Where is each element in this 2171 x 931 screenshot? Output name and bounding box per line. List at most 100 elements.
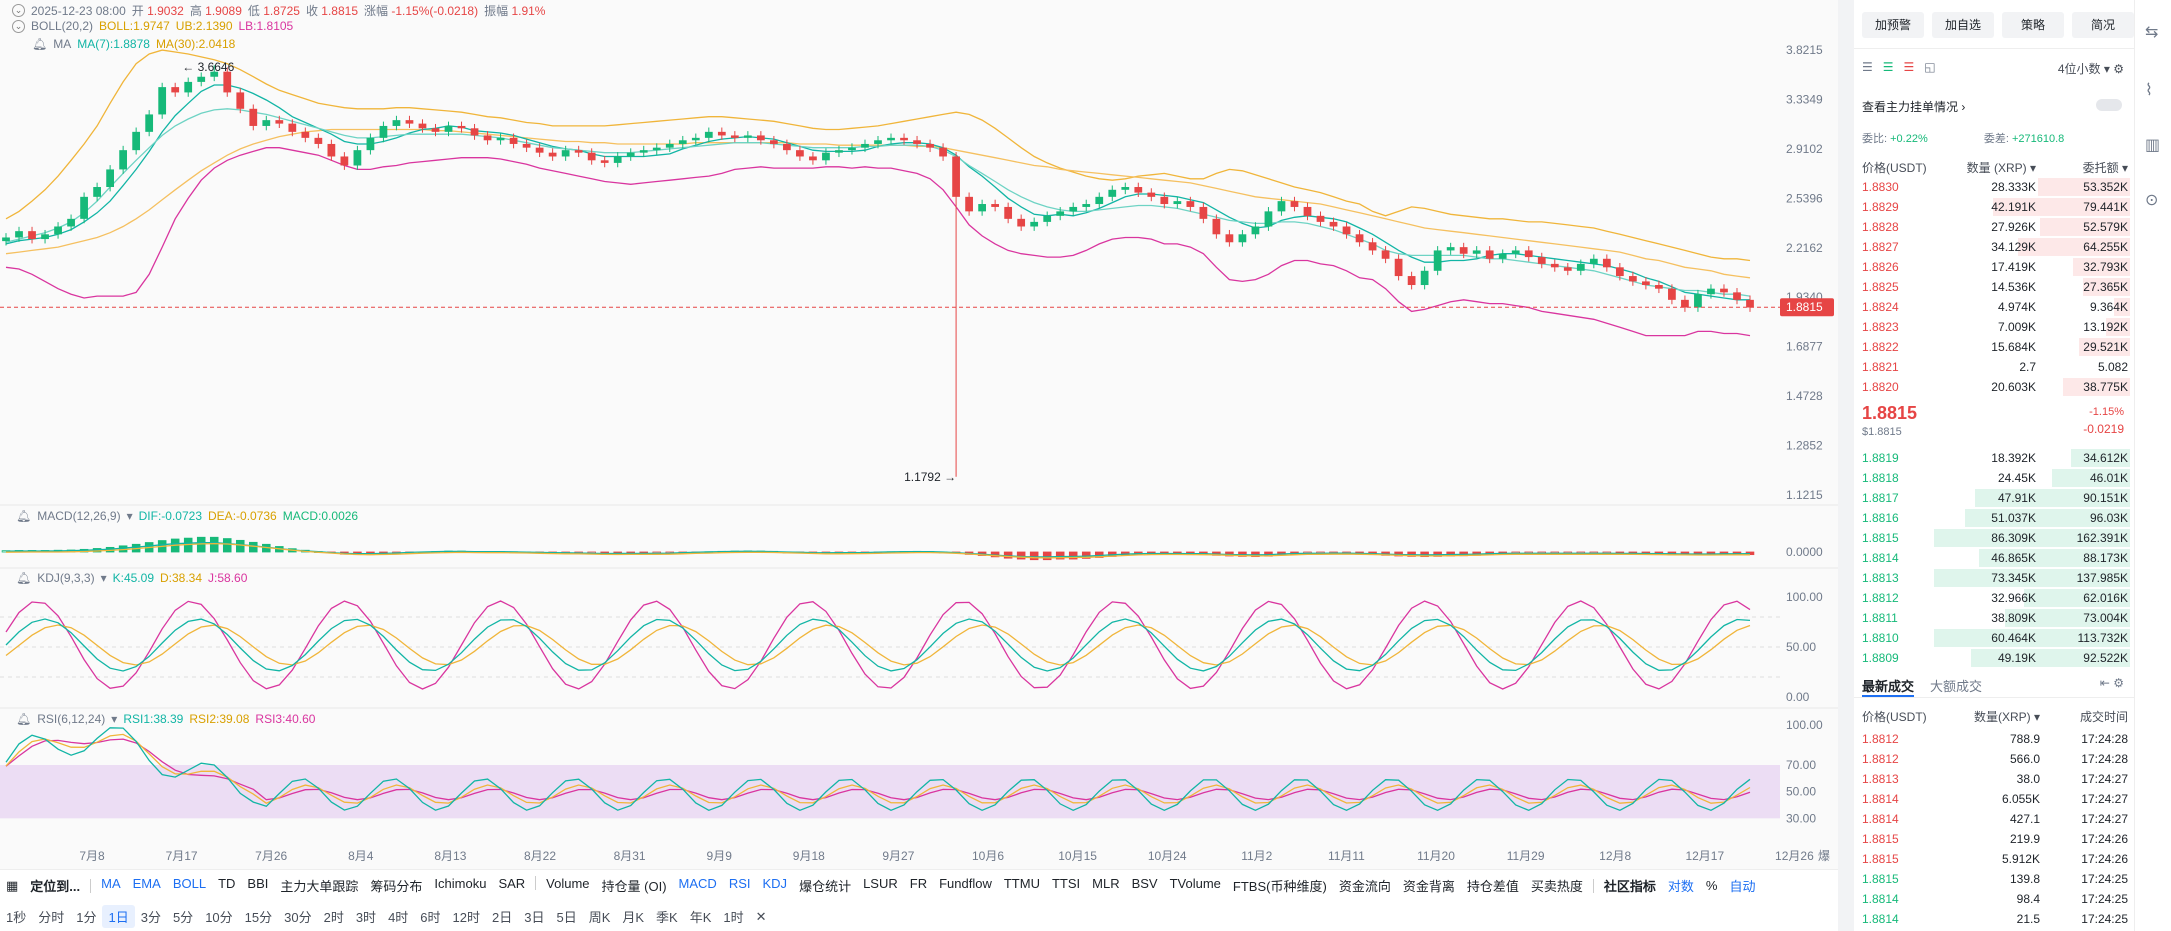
indicator-2[interactable]: BOLL [172, 876, 207, 891]
dropdown-icon[interactable]: ▾ [111, 712, 118, 726]
bids-only-icon[interactable]: ☰ [1882, 60, 1894, 74]
interval-3[interactable]: 1日 [102, 905, 135, 928]
dropdown-icon[interactable]: ▾ [100, 571, 107, 585]
action-button-3[interactable]: 简况 [2072, 12, 2134, 38]
ask-row[interactable]: 1.8828 27.926K 52.579K [1854, 217, 2134, 237]
interval-2[interactable]: 1分 [76, 910, 97, 925]
trade-filter-icons[interactable]: ⇤ ⚙ [2099, 676, 2124, 690]
indicator-6[interactable]: 筹码分布 [370, 879, 423, 894]
indicator-8[interactable]: SAR [498, 876, 526, 891]
depth-title-link[interactable]: 查看主力挂单情况 › [1862, 100, 1966, 114]
indicator-22[interactable]: TVolume [1169, 876, 1221, 891]
depth-toggle[interactable] [2096, 99, 2122, 111]
bell-icon[interactable]: 🔔︎ [32, 37, 48, 51]
sidebar-icon-3[interactable]: ▥ [2145, 137, 2161, 154]
action-button-1[interactable]: 加自选 [1932, 12, 1994, 38]
bell-icon[interactable]: 🔔︎ [16, 712, 32, 726]
indicator-20[interactable]: MLR [1092, 876, 1120, 891]
action-button-0[interactable]: 加预警 [1862, 12, 1924, 38]
interval-10[interactable]: 3时 [355, 910, 377, 925]
interval-4[interactable]: 3分 [140, 910, 161, 925]
indicator-19[interactable]: TTSI [1051, 876, 1081, 891]
trade-tab-0[interactable]: 最新成交 [1862, 676, 1915, 697]
trade-tab-1[interactable]: 大额成交 [1930, 679, 1983, 694]
interval-19[interactable]: 季K [656, 910, 678, 925]
interval-20[interactable]: 年K [689, 910, 712, 925]
trade-col-qty[interactable]: 数量(XRP) ▾ [1973, 710, 2040, 724]
calendar-icon[interactable]: ▦ [6, 877, 19, 893]
sidebar-icon-4[interactable]: ⊙ [2145, 192, 2159, 209]
indicator-21[interactable]: BSV [1131, 876, 1158, 891]
col-total[interactable]: 委托额 ▾ [2082, 161, 2128, 175]
boll-legend[interactable]: ⌄ BOLL(20,2) BOLL:1.9747 UB:2.1390 LB:1.… [12, 19, 293, 33]
indicator-27[interactable]: 买卖热度 [1530, 879, 1583, 894]
bid-row[interactable]: 1.8814 46.865K 88.173K [1854, 548, 2134, 568]
interval-0[interactable]: 1秒 [6, 910, 27, 925]
indicator-14[interactable]: 爆仓统计 [799, 879, 852, 894]
bid-row[interactable]: 1.8813 73.345K 137.985K [1854, 568, 2134, 588]
interval-21[interactable]: 1时 [723, 910, 744, 925]
ask-row[interactable]: 1.8823 7.009K 13.192K [1854, 317, 2134, 337]
asks-only-icon[interactable]: ☰ [1903, 60, 1915, 74]
macd-legend[interactable]: 🔔︎ MACD(12,26,9) ▾ DIF:-0.0723 DEA:-0.07… [16, 509, 358, 523]
action-button-2[interactable]: 策略 [2002, 12, 2064, 38]
both-sides-icon[interactable]: ☰ [1862, 60, 1873, 74]
close-icon[interactable]: ✕ [755, 908, 767, 924]
indicator-12[interactable]: RSI [728, 876, 751, 891]
ask-row[interactable]: 1.8820 20.603K 38.775K [1854, 377, 2134, 397]
ask-row[interactable]: 1.8822 15.684K 29.521K [1854, 337, 2134, 357]
indicator-3[interactable]: TD [218, 876, 236, 891]
log-scale-toggle[interactable]: 对数 [1667, 879, 1694, 894]
bid-row[interactable]: 1.8816 51.037K 96.03K [1854, 508, 2134, 528]
ask-row[interactable]: 1.8821 2.7 5.082 [1854, 357, 2134, 377]
indicator-0[interactable]: MA [101, 876, 121, 891]
interval-8[interactable]: 30分 [284, 910, 312, 925]
interval-18[interactable]: 月K [622, 910, 645, 925]
collapse-icon[interactable]: ⌄ [12, 19, 25, 33]
chart-area[interactable]: 3.8215 3.3349 2.9102 2.5396 2.2162 1.9340 1.68… [0, 0, 1838, 869]
bid-row[interactable]: 1.8819 18.392K 34.612K [1854, 448, 2134, 468]
sidebar-icon-2[interactable]: ⌇ [2145, 82, 2153, 99]
chart-canvas[interactable]: 3.82153.33492.91022.53962.21621.93401.68… [0, 0, 1838, 869]
bid-row[interactable]: 1.8809 49.19K 92.522K [1854, 648, 2134, 668]
ask-row[interactable]: 1.8826 17.419K 32.793K [1854, 257, 2134, 277]
interval-15[interactable]: 3日 [524, 910, 545, 925]
interval-14[interactable]: 2日 [492, 910, 513, 925]
indicator-23[interactable]: FTBS(币种维度) [1232, 879, 1327, 894]
indicator-15[interactable]: LSUR [863, 876, 898, 891]
depth-chart-icon[interactable]: ◱ [1924, 60, 1936, 74]
rsi-legend[interactable]: 🔔︎ RSI(6,12,24) ▾ RSI1:38.39 RSI2:39.08 … [16, 712, 315, 726]
col-qty[interactable]: 数量 (XRP) ▾ [1966, 161, 2036, 175]
percent-scale-toggle[interactable]: % [1705, 878, 1718, 893]
auto-scale-toggle[interactable]: 自动 [1729, 879, 1756, 894]
interval-11[interactable]: 4时 [388, 910, 409, 925]
bid-row[interactable]: 1.8811 38.809K 73.004K [1854, 608, 2134, 628]
panel-splitter[interactable] [1838, 0, 1854, 931]
interval-1[interactable]: 分时 [38, 910, 65, 925]
indicator-9[interactable]: Volume [546, 876, 590, 891]
kdj-legend[interactable]: 🔔︎ KDJ(9,3,3) ▾ K:45.09 D:38.34 J:58.60 [16, 571, 247, 585]
indicator-24[interactable]: 资金流向 [1338, 879, 1391, 894]
interval-17[interactable]: 周K [588, 910, 611, 925]
interval-9[interactable]: 2时 [323, 910, 344, 925]
indicator-10[interactable]: 持仓量 (OI) [601, 879, 667, 894]
locate-button[interactable]: 定位到... [30, 879, 81, 894]
indicator-1[interactable]: EMA [132, 876, 161, 891]
ask-row[interactable]: 1.8824 4.974K 9.364K [1854, 297, 2134, 317]
bid-row[interactable]: 1.8812 32.966K 62.016K [1854, 588, 2134, 608]
indicator-18[interactable]: TTMU [1003, 876, 1040, 891]
interval-5[interactable]: 5分 [172, 910, 194, 925]
indicator-13[interactable]: KDJ [762, 876, 788, 891]
community-indicator-button[interactable]: 社区指标 [1603, 879, 1656, 894]
interval-13[interactable]: 12时 [452, 910, 480, 925]
indicator-25[interactable]: 资金背离 [1402, 879, 1455, 894]
bell-icon[interactable]: 🔔︎ [16, 571, 32, 585]
sidebar-icon-1[interactable]: ⇆ [2145, 24, 2159, 41]
indicator-17[interactable]: Fundflow [939, 876, 992, 891]
bid-row[interactable]: 1.8818 24.45K 46.01K [1854, 468, 2134, 488]
indicator-26[interactable]: 持仓差值 [1466, 879, 1519, 894]
bid-row[interactable]: 1.8817 47.91K 90.151K [1854, 488, 2134, 508]
collapse-icon[interactable]: ⌄ [12, 4, 25, 17]
indicator-4[interactable]: BBI [247, 876, 269, 891]
interval-12[interactable]: 6时 [420, 910, 441, 925]
